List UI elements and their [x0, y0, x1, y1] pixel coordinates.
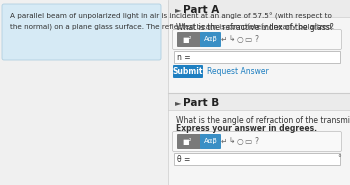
Text: Request Answer: Request Answer	[207, 67, 269, 76]
Text: ?: ?	[254, 35, 258, 44]
FancyBboxPatch shape	[2, 4, 161, 60]
FancyBboxPatch shape	[173, 29, 342, 50]
FancyBboxPatch shape	[174, 51, 340, 63]
Text: A parallel beam of unpolarized light in air is incident at an angle of 57.5° (wi: A parallel beam of unpolarized light in …	[10, 13, 334, 30]
Text: °: °	[337, 154, 341, 164]
FancyBboxPatch shape	[168, 0, 350, 17]
FancyBboxPatch shape	[200, 32, 221, 47]
FancyBboxPatch shape	[173, 65, 203, 78]
Text: Aαβ: Aαβ	[204, 139, 218, 144]
Text: ↵: ↵	[221, 137, 227, 146]
Text: ▭: ▭	[244, 35, 252, 44]
Text: ○: ○	[237, 35, 243, 44]
Text: ►: ►	[175, 6, 182, 14]
FancyBboxPatch shape	[200, 134, 221, 149]
FancyBboxPatch shape	[177, 32, 201, 47]
Text: ?: ?	[254, 137, 258, 146]
Text: ↵: ↵	[221, 35, 227, 44]
Text: n =: n =	[177, 53, 191, 61]
Text: Part A: Part A	[183, 5, 219, 15]
Text: Express your answer in degrees.: Express your answer in degrees.	[176, 124, 317, 133]
Text: What is the angle of refraction of the transmitted beam?: What is the angle of refraction of the t…	[176, 116, 350, 125]
Text: ○: ○	[237, 137, 243, 146]
FancyBboxPatch shape	[168, 0, 350, 185]
Text: Part B: Part B	[183, 98, 219, 108]
Text: ↳: ↳	[229, 137, 235, 146]
Text: Submit: Submit	[173, 67, 203, 76]
Text: θ =: θ =	[177, 154, 190, 164]
FancyBboxPatch shape	[173, 132, 342, 152]
Text: ►: ►	[175, 98, 182, 107]
Text: ■²: ■²	[182, 36, 191, 43]
Text: What is the refractive index of the glass?: What is the refractive index of the glas…	[176, 23, 334, 32]
FancyBboxPatch shape	[168, 93, 350, 110]
Text: ▭: ▭	[244, 137, 252, 146]
Text: Aαβ: Aαβ	[204, 36, 218, 43]
Text: ■²: ■²	[182, 138, 191, 145]
FancyBboxPatch shape	[174, 153, 340, 165]
Text: ↳: ↳	[229, 35, 235, 44]
FancyBboxPatch shape	[177, 134, 201, 149]
